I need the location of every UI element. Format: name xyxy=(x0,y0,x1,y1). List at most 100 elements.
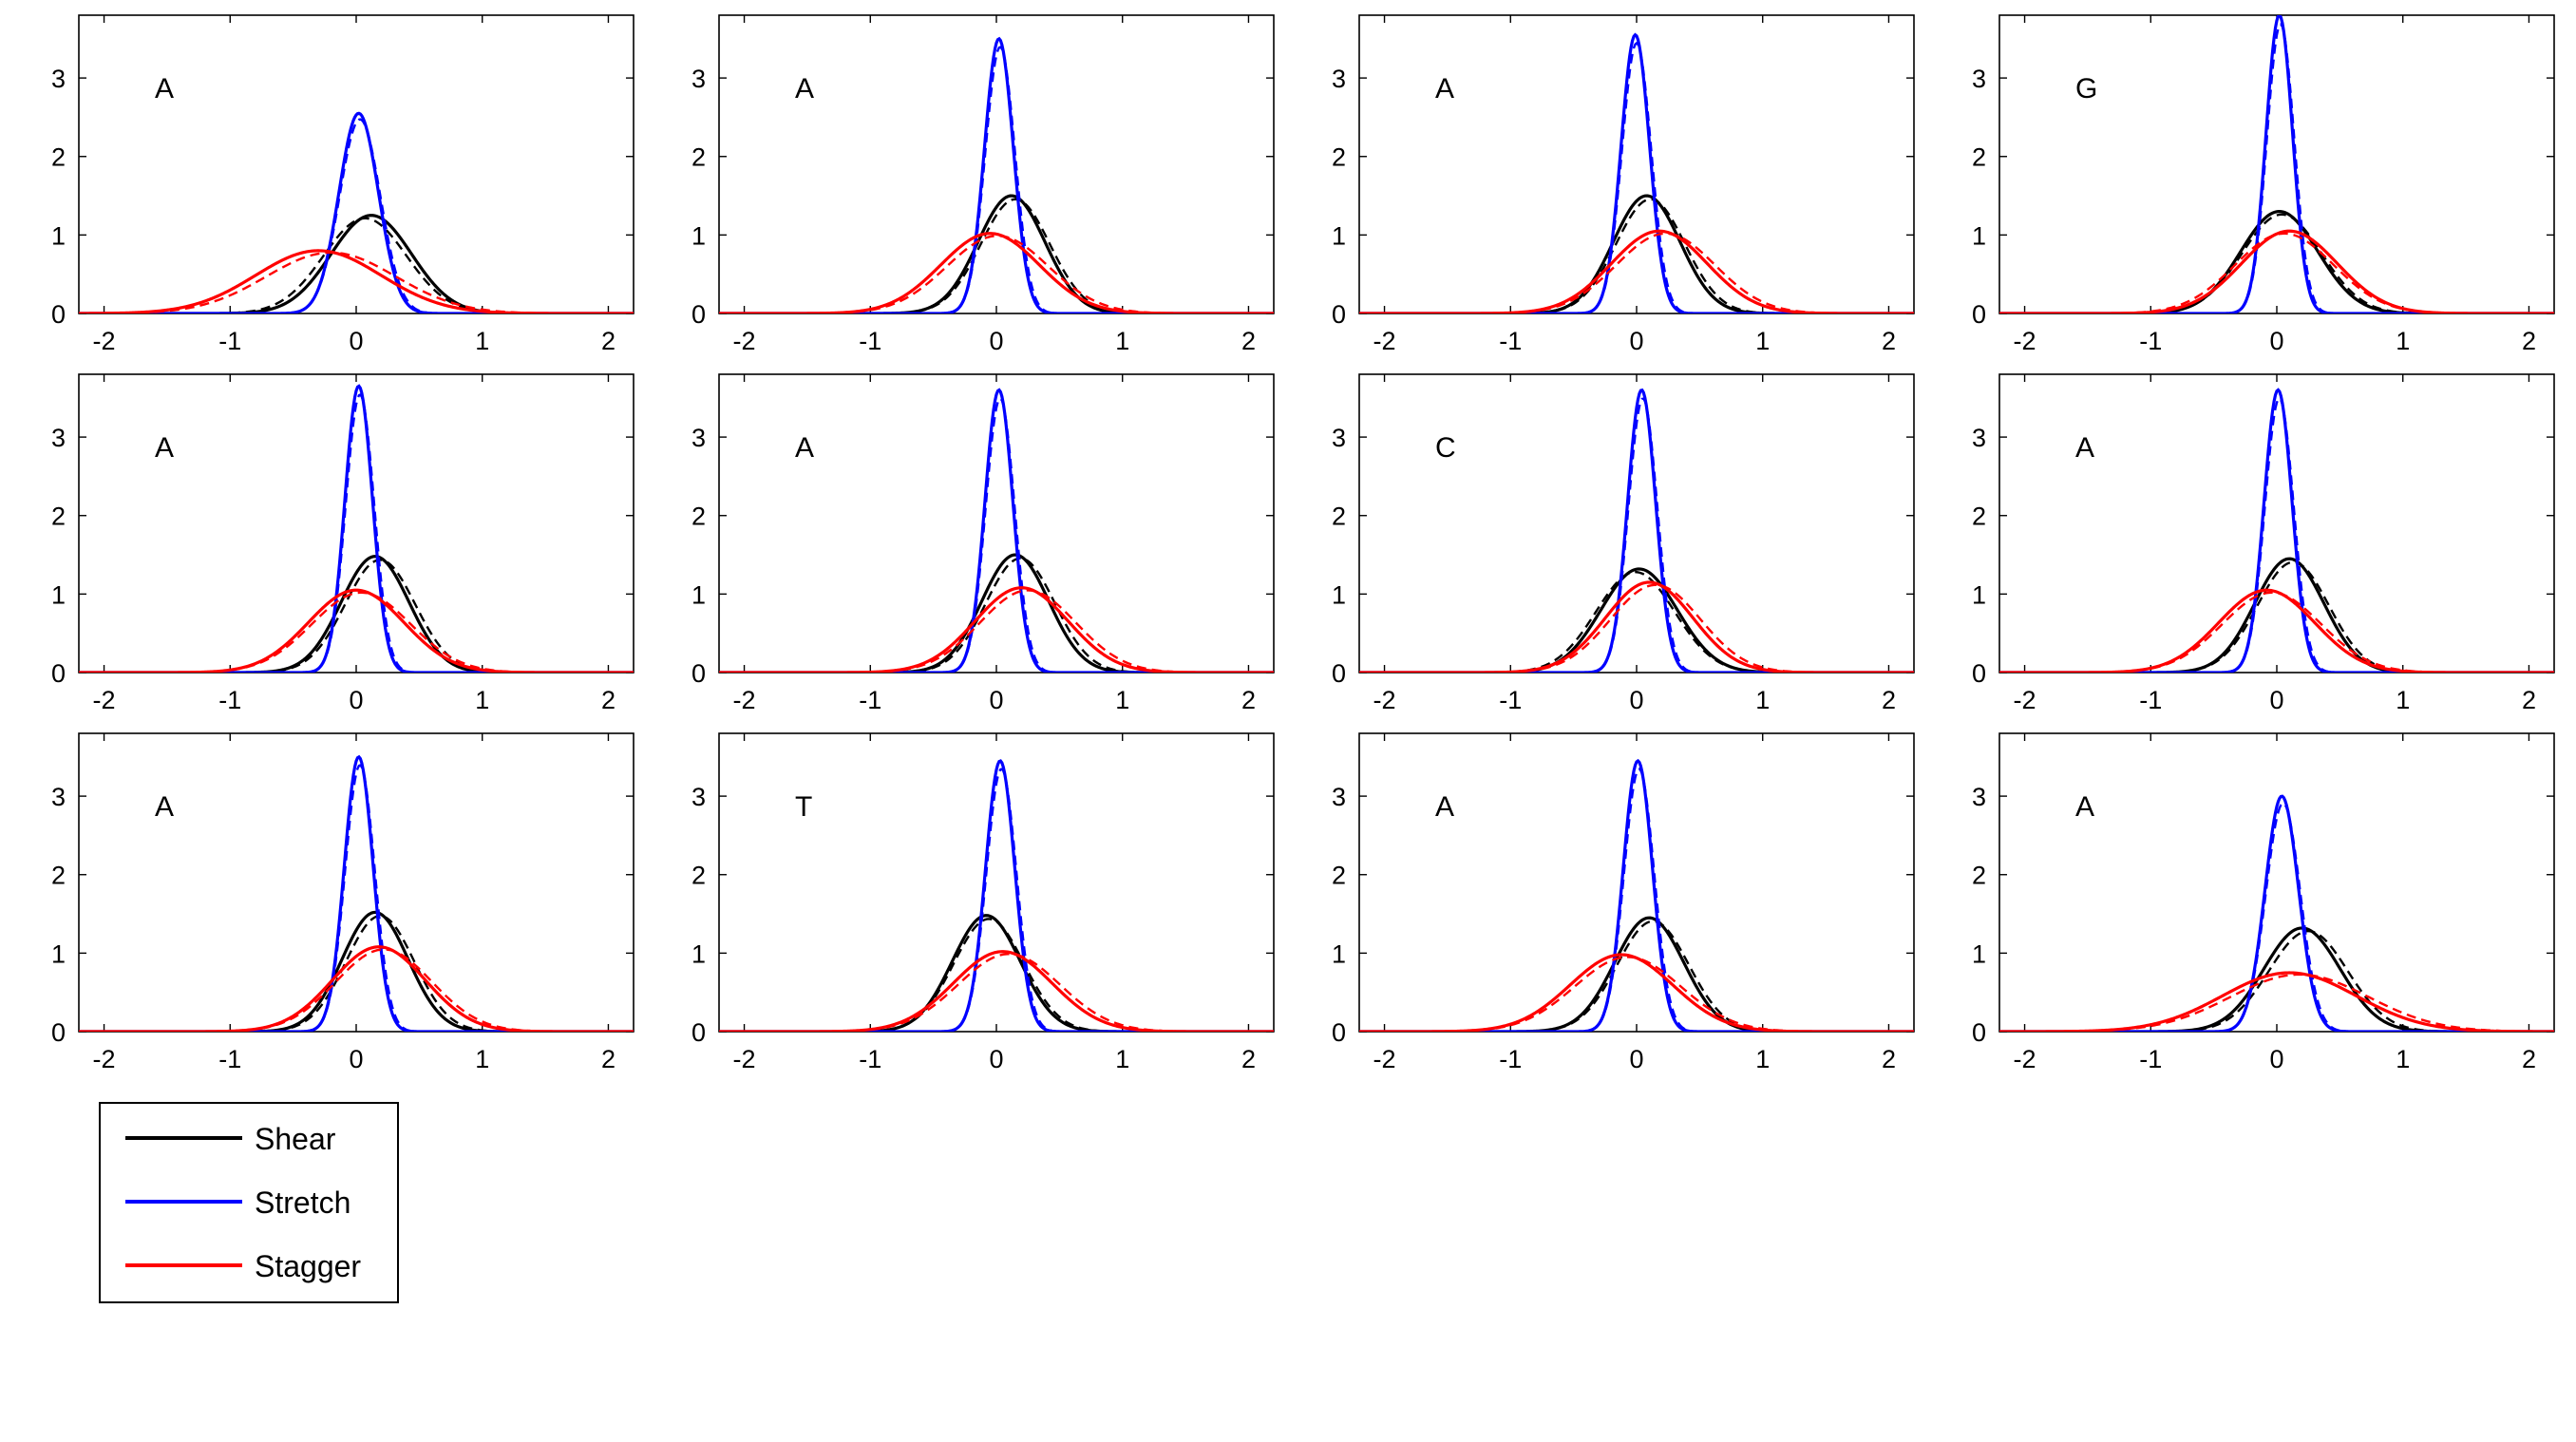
x-tick-label: 2 xyxy=(2522,327,2536,355)
x-tick-label: -2 xyxy=(2014,327,2036,355)
panel-label: T xyxy=(795,791,812,823)
series-line-stretch xyxy=(719,388,1274,673)
panel-data xyxy=(1999,15,2554,313)
panels: -2 -1 0 1 2 0 1 2 3 A -2 -1 0 1 2 0 1 2 3 A -2 -1 0 1 2 0 1 2 3 A -2 -1… xyxy=(51,14,2555,1073)
y-tick-label: 1 xyxy=(51,939,66,968)
panel-label: A xyxy=(795,432,814,464)
x-tick-label: -2 xyxy=(2014,1045,2036,1073)
y-tick-label: 3 xyxy=(1332,424,1346,452)
y-tick-label: 3 xyxy=(1332,65,1346,93)
series-line-stagger xyxy=(719,589,1274,673)
x-tick-label: -1 xyxy=(1499,686,1522,714)
y-tick-label: 3 xyxy=(1332,783,1346,811)
panel-12: -2 -1 0 1 2 0 1 2 3 A xyxy=(1972,732,2555,1073)
series-line-shear xyxy=(1999,926,2554,1032)
x-tick-label: 1 xyxy=(1755,686,1770,714)
panel-data xyxy=(719,388,1274,673)
axes-box xyxy=(718,373,1275,674)
series-line-stagger xyxy=(1999,591,2554,673)
axes-box xyxy=(1998,732,2555,1033)
y-tick-label: 0 xyxy=(51,1018,66,1047)
panel-7: -2 -1 0 1 2 0 1 2 3 C xyxy=(1332,373,1915,714)
series-line-shear xyxy=(1999,213,2554,313)
axes-box xyxy=(78,373,635,674)
y-tick-label: 2 xyxy=(1332,143,1346,172)
series-line-stretch xyxy=(79,118,634,313)
x-tick-label: 2 xyxy=(1241,327,1256,355)
x-tick-label: 1 xyxy=(2396,327,2410,355)
panel-10: -2 -1 0 1 2 0 1 2 3 T xyxy=(691,732,1275,1073)
panel-1: -2 -1 0 1 2 0 1 2 3 A xyxy=(51,14,635,355)
series-line-stretch xyxy=(1999,802,2554,1032)
x-tick-label: 1 xyxy=(1755,1045,1770,1073)
series-line-stretch xyxy=(1359,41,1914,313)
x-tick-label: 0 xyxy=(2269,686,2283,714)
y-tick-label: 2 xyxy=(51,143,66,172)
panel-data xyxy=(1359,758,1914,1032)
x-tick-label: 2 xyxy=(601,686,616,714)
y-tick-label: 1 xyxy=(691,939,706,968)
x-tick-label: 0 xyxy=(989,1045,1003,1073)
x-tick-label: -2 xyxy=(1373,1045,1396,1073)
series-line-stretch xyxy=(719,36,1274,313)
series-line-stagger xyxy=(79,591,634,673)
x-tick-label: -1 xyxy=(2139,686,2162,714)
series-line-shear xyxy=(1359,567,1914,673)
y-tick-label: 3 xyxy=(51,783,66,811)
panel-data xyxy=(79,754,634,1032)
series-line-shear xyxy=(1359,916,1914,1032)
panel-6: -2 -1 0 1 2 0 1 2 3 A xyxy=(691,373,1275,714)
y-tick-label: 0 xyxy=(1972,300,1986,329)
series-line-stretch xyxy=(1999,15,2554,313)
y-tick-label: 0 xyxy=(691,1018,706,1047)
panel-data xyxy=(1359,32,1914,313)
series-line-stagger xyxy=(1359,580,1914,673)
series-line-shear xyxy=(79,559,634,673)
x-tick-label: 2 xyxy=(2522,686,2536,714)
x-tick-label: -1 xyxy=(1499,327,1522,355)
series-line-stretch xyxy=(1359,758,1914,1032)
series-line-stretch xyxy=(719,759,1274,1032)
x-tick-label: 1 xyxy=(1115,1045,1129,1073)
y-tick-label: 1 xyxy=(691,221,706,250)
series-line-shear xyxy=(1999,557,2554,673)
panel-label: G xyxy=(2075,73,2097,104)
y-tick-label: 2 xyxy=(691,143,706,172)
panel-label: A xyxy=(1435,73,1454,104)
series-line-stagger xyxy=(1359,229,1914,313)
panel-label: A xyxy=(155,791,174,823)
series-line-shear xyxy=(79,214,634,313)
y-tick-label: 0 xyxy=(1332,659,1346,688)
panel-5: -2 -1 0 1 2 0 1 2 3 A xyxy=(51,373,635,714)
series-line-shear xyxy=(1359,570,1914,673)
panel-label: A xyxy=(155,432,174,464)
y-tick-label: 1 xyxy=(1332,221,1346,250)
x-tick-label: 2 xyxy=(1882,327,1896,355)
y-tick-label: 2 xyxy=(51,503,66,531)
x-tick-label: -2 xyxy=(93,1045,116,1073)
x-tick-label: -2 xyxy=(1373,327,1396,355)
series-line-stretch xyxy=(79,393,634,673)
y-tick-label: 3 xyxy=(691,65,706,93)
y-tick-label: 1 xyxy=(1332,939,1346,968)
series-line-stagger xyxy=(79,948,634,1032)
x-tick-label: -1 xyxy=(218,1045,241,1073)
y-tick-label: 2 xyxy=(1332,862,1346,890)
series-line-shear xyxy=(719,194,1274,313)
x-tick-label: 2 xyxy=(2522,1045,2536,1073)
series-line-shear xyxy=(719,198,1274,313)
y-tick-label: 0 xyxy=(691,300,706,329)
x-tick-label: 0 xyxy=(989,686,1003,714)
x-tick-label: -1 xyxy=(1499,1045,1522,1073)
series-line-stagger xyxy=(1359,583,1914,673)
axes-box xyxy=(1998,14,2555,314)
panel-9: -2 -1 0 1 2 0 1 2 3 A xyxy=(51,732,635,1073)
y-tick-label: 0 xyxy=(691,659,706,688)
x-tick-label: 0 xyxy=(989,327,1003,355)
series-line-shear xyxy=(79,217,634,313)
series-line-shear xyxy=(1359,920,1914,1032)
series-line-stagger xyxy=(719,953,1274,1032)
panel-label: A xyxy=(155,73,174,104)
series-line-stagger xyxy=(79,249,634,313)
series-line-shear xyxy=(1359,194,1914,313)
